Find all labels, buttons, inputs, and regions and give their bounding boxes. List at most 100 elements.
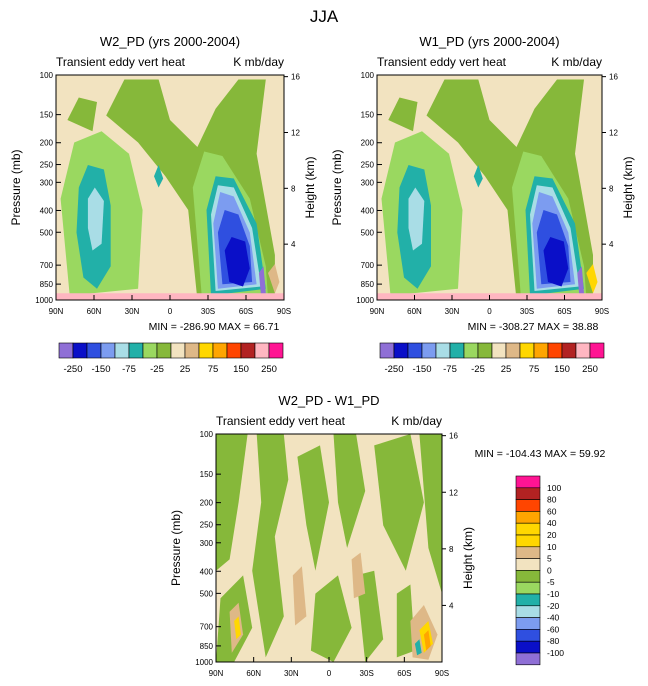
colorbar-box [515,546,541,559]
field-region [577,266,584,298]
colorbar-box [533,342,549,359]
colorbar-box [515,499,541,512]
x-tick-label: 90N [209,669,224,678]
y-right-tick-label: 16 [449,432,458,441]
colorbar-box [184,342,200,359]
y-right-tick-label: 12 [291,128,300,137]
y-right-tick-label: 4 [291,240,296,249]
y-axis-label: Pressure (mb) [9,149,23,225]
field-region [234,616,241,640]
field-region [87,187,104,251]
x-tick-label: 0 [327,669,332,678]
colorbar-box [58,342,74,359]
colorbar-box [435,342,451,359]
colorbar-label: -20 [547,601,560,611]
y-tick-label: 850 [40,280,54,289]
field-region [408,187,425,251]
chart-title: W2_PD (yrs 2000-2004) [100,34,240,49]
y-right-tick-label: 4 [449,601,454,610]
colorbar-label: -25 [150,364,164,375]
field-region [310,575,352,662]
y-tick-label: 100 [200,430,214,439]
y-tick-label: 1000 [356,296,374,305]
colorbar-label: 20 [547,530,557,540]
field-region [67,97,97,132]
colorbar-box [72,342,88,359]
y-axis-label: Pressure (mb) [169,510,183,586]
field-region [154,165,164,188]
x-tick-label: 60S [397,669,411,678]
colorbar-box [515,570,541,583]
chart-title: W1_PD (yrs 2000-2004) [419,34,559,49]
chart-subtitle-right: K mb/day [391,414,442,428]
field-region [388,97,418,132]
chart-title: W2_PD - W1_PD [278,393,379,408]
x-tick-label: 30S [520,307,534,316]
x-tick-label: 0 [487,307,492,316]
colorbar-box [254,342,270,359]
y-right-axis-label: Height (km) [621,156,635,218]
field-region [423,630,431,651]
colorbar-box [198,342,214,359]
colorbar-label: 40 [547,518,557,528]
y-tick-label: 100 [40,71,54,80]
x-tick-label: 60N [407,307,422,316]
colorbar-label: 75 [529,364,540,375]
x-tick-label: 30N [445,307,460,316]
min-max-stats: MIN = -286.90 MAX = 66.71 [149,321,280,333]
colorbar-box [515,605,541,618]
colorbar-label: -5 [547,577,555,587]
y-right-tick-label: 12 [609,128,618,137]
x-tick-label: 90S [595,307,609,316]
colorbar-label: 25 [180,364,191,375]
colorbar-box [393,342,409,359]
colorbar-box [515,522,541,536]
colorbar-box [226,342,242,359]
colorbar-box [561,342,577,359]
x-tick-label: 60N [246,669,261,678]
y-tick-label: 250 [40,161,54,170]
y-right-tick-label: 16 [291,73,300,82]
colorbar-box [449,342,465,359]
x-tick-label: 60N [87,307,102,316]
colorbar-box [515,640,541,654]
y-tick-label: 200 [40,139,54,148]
min-max-stats: MIN = -308.27 MAX = 38.88 [468,321,599,333]
colorbar-box [463,342,479,359]
field-region [419,434,442,594]
x-tick-label: 90S [277,307,291,316]
colorbar-label: 60 [547,506,557,516]
colorbar-label: 25 [501,364,512,375]
chart-panel: W2_PD - W1_PD Transient eddy vert heat K m… [169,393,606,678]
colorbar-label: -25 [471,364,485,375]
colorbar-box [86,342,102,359]
colorbar-box [515,652,541,666]
x-tick-label: 60S [239,307,253,316]
colorbar-box [421,342,437,359]
y-tick-label: 400 [200,567,214,576]
colorbar-box [407,342,423,359]
colorbar-box [515,475,541,489]
colorbar-box [100,342,116,359]
colorbar-box [515,534,541,548]
y-tick-label: 150 [361,111,375,120]
colorbar-box [515,593,541,607]
colorbar-label: 150 [554,364,570,375]
colorbar-label: -100 [547,648,564,658]
y-tick-label: 1000 [195,658,213,667]
y-right-axis-label: Height (km) [461,527,475,589]
field-region [216,434,248,571]
colorbar-box [575,342,591,359]
y-tick-label: 700 [361,261,375,270]
x-tick-label: 60S [557,307,571,316]
y-tick-label: 500 [200,589,214,598]
x-tick-label: 0 [168,307,173,316]
colorbar-label: -80 [547,636,560,646]
colorbar-box [156,342,172,359]
y-right-tick-label: 8 [449,545,454,554]
chart-panel: W2_PD (yrs 2000-2004) Transient eddy vert… [9,34,317,375]
chart-subtitle-right: K mb/day [551,55,602,69]
y-tick-label: 250 [361,161,375,170]
x-tick-label: 30N [125,307,140,316]
y-right-tick-label: 8 [291,184,296,193]
